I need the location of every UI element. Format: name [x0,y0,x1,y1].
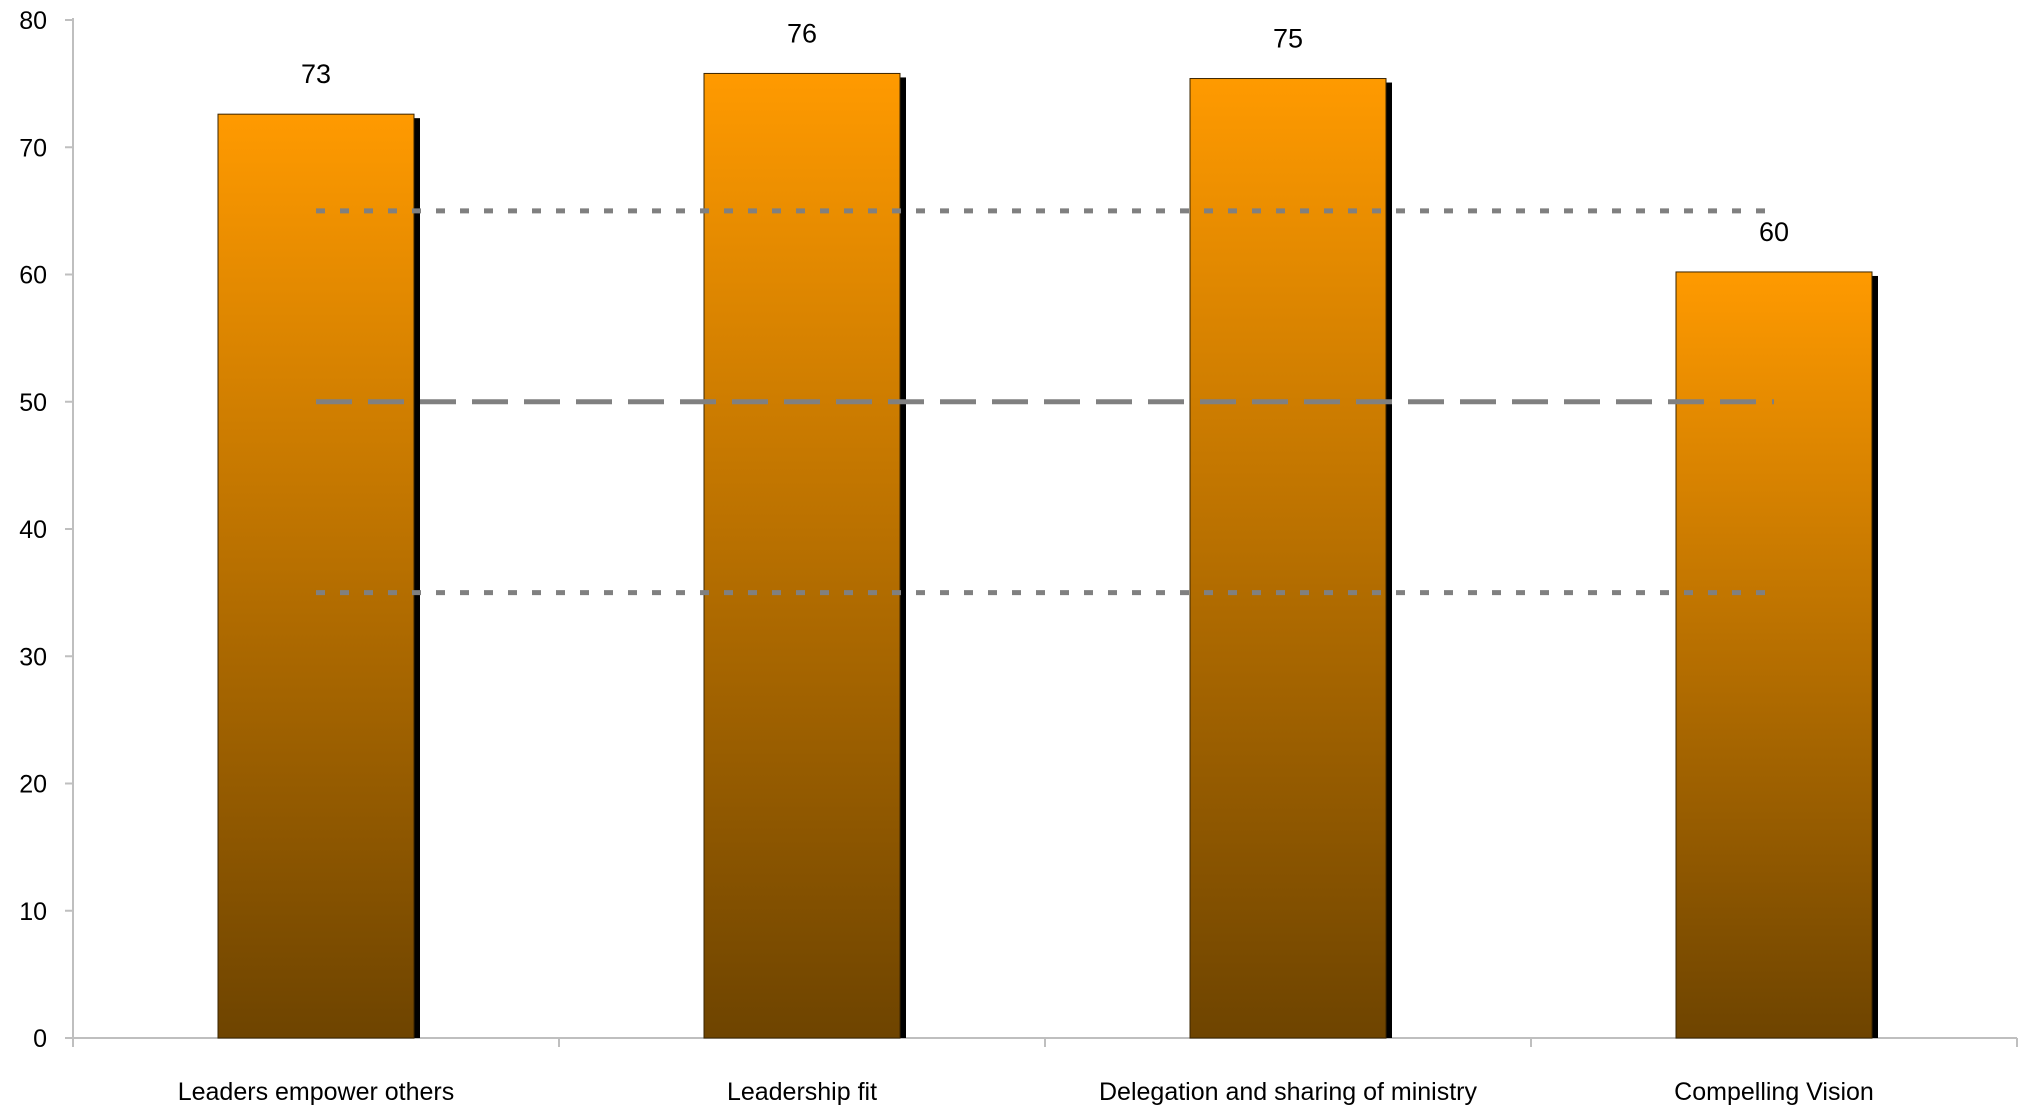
bars-layer [217,72,1878,1039]
bar [1675,271,1873,1039]
y-tick-label: 60 [19,262,47,290]
category-label: Compelling Vision [1674,1078,1874,1106]
bar [703,72,901,1039]
y-tick-label: 50 [19,389,47,417]
bar [217,113,415,1039]
data-label: 75 [1273,24,1303,54]
data-label: 73 [301,59,331,89]
y-tick-label: 30 [19,643,47,671]
y-tick-label: 0 [33,1025,47,1053]
category-label: Leadership fit [727,1078,877,1106]
data-label: 76 [787,18,817,48]
y-tick-label: 10 [19,898,47,926]
reference-lines-layer [316,208,1774,596]
y-tick-label: 20 [19,771,47,799]
category-label: Delegation and sharing of ministry [1099,1078,1477,1106]
bar [1189,78,1387,1039]
data-label: 60 [1759,217,1789,247]
y-tick-label: 40 [19,516,47,544]
labels-layer: 0 10 20 30 40 50 60 70 80 73 Leaders empower other… [19,7,1874,1106]
y-tick-label: 70 [19,134,47,162]
y-tick-label: 80 [19,7,47,35]
category-label: Leaders empower others [178,1078,455,1106]
